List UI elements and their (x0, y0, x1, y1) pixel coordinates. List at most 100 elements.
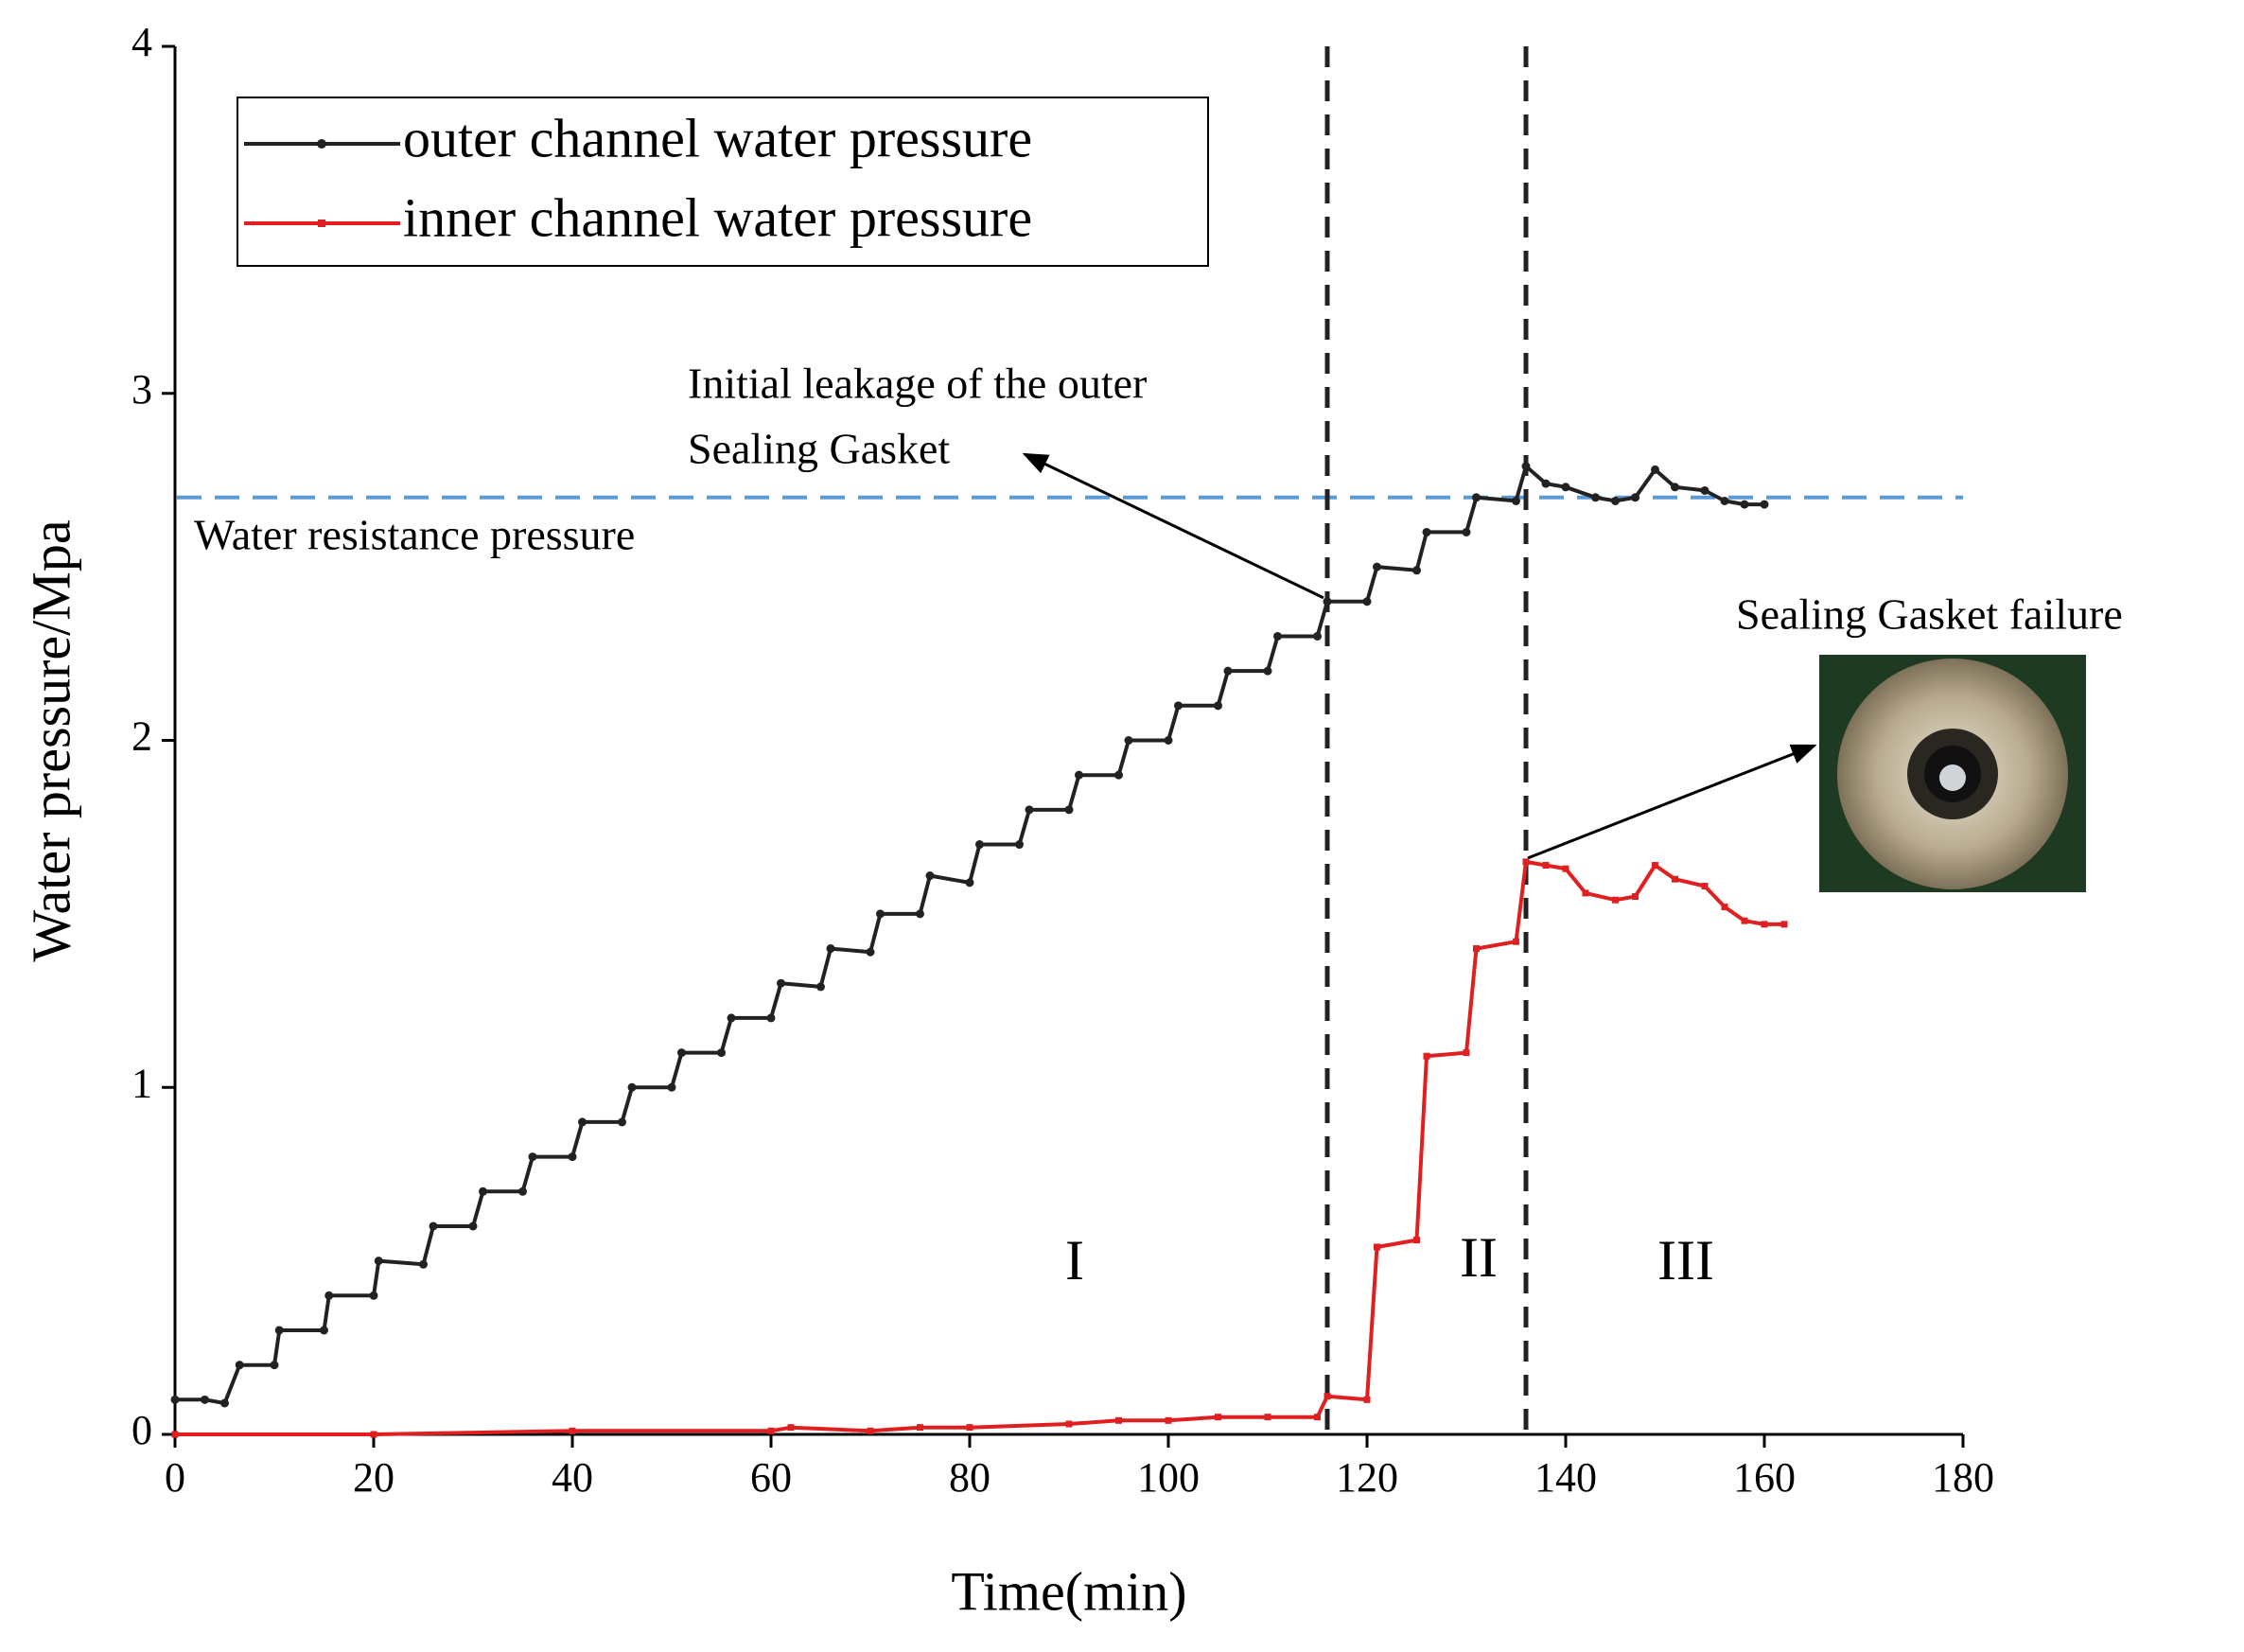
annotation-arrow (1022, 452, 1324, 600)
legend-marker (317, 139, 326, 149)
data-point (787, 1424, 795, 1432)
data-point (717, 1048, 726, 1058)
data-point (324, 1291, 334, 1300)
data-point (1114, 770, 1123, 780)
y-tick-label: 3 (131, 366, 152, 413)
data-point (1591, 493, 1600, 502)
x-tick-label: 120 (1336, 1454, 1398, 1501)
data-point (1740, 500, 1749, 509)
x-tick-label: 20 (353, 1454, 394, 1501)
data-point (1632, 893, 1639, 901)
region-label: III (1657, 1229, 1714, 1292)
data-point (1542, 862, 1550, 870)
data-point (667, 1082, 676, 1092)
data-point (468, 1221, 478, 1231)
region-label: II (1460, 1226, 1498, 1289)
data-point (1741, 917, 1748, 924)
y-tick-label: 2 (131, 713, 152, 760)
data-point (925, 871, 935, 881)
data-point (1025, 805, 1034, 815)
data-point (618, 1117, 626, 1127)
data-point (627, 1082, 637, 1092)
data-point (1780, 921, 1788, 928)
data-point (1671, 483, 1679, 492)
legend-label: inner channel water pressure (403, 186, 1032, 248)
data-point (1720, 496, 1729, 505)
data-point (369, 1291, 378, 1300)
legend-label: outer channel water pressure (403, 107, 1032, 168)
data-point (1214, 701, 1222, 711)
data-point (569, 1427, 576, 1434)
data-point (1374, 1243, 1380, 1251)
data-point (1672, 875, 1678, 883)
data-point (1612, 896, 1619, 904)
data-point (370, 1431, 377, 1438)
data-point (1165, 1416, 1172, 1424)
annotation-arrow (1527, 744, 1817, 860)
data-point (419, 1259, 428, 1269)
data-point (1075, 770, 1083, 780)
data-point (975, 840, 984, 850)
x-tick-label: 180 (1932, 1454, 1994, 1501)
data-point (876, 909, 885, 919)
data-point (1314, 1414, 1321, 1421)
data-point (170, 1395, 180, 1404)
data-point (916, 909, 924, 919)
data-point (1164, 736, 1173, 745)
legend-marker (318, 220, 325, 227)
data-point (1463, 1049, 1470, 1057)
data-point (867, 1427, 874, 1434)
data-point (235, 1361, 244, 1370)
data-point (1065, 1420, 1073, 1428)
data-point (1473, 945, 1480, 953)
data-point (1522, 858, 1530, 866)
data-point (320, 1326, 328, 1335)
data-point (767, 1427, 775, 1434)
data-point (171, 1431, 179, 1438)
y-axis-title: Water pressure/Mpa (20, 519, 81, 961)
data-point (1124, 736, 1133, 745)
data-point (1324, 1393, 1331, 1400)
data-point (727, 1013, 736, 1023)
data-point (1064, 805, 1074, 815)
data-point (1015, 840, 1024, 850)
annotation: Sealing Gasket failure (1736, 590, 2123, 639)
x-tick-label: 0 (165, 1454, 185, 1501)
data-point (1562, 865, 1569, 872)
gasket-photo (1819, 655, 2086, 892)
data-point (1323, 597, 1332, 606)
series (171, 858, 1788, 1438)
data-point (1373, 562, 1381, 571)
data-point (518, 1186, 527, 1196)
data-point (1313, 631, 1322, 641)
x-tick-label: 60 (750, 1454, 792, 1501)
data-point (1513, 938, 1519, 945)
data-point (1631, 493, 1639, 502)
data-point (568, 1152, 577, 1162)
data-point (677, 1048, 686, 1058)
data-point (1512, 496, 1520, 505)
annotation: Initial leakage of the outer (688, 360, 1147, 408)
data-point (1264, 1414, 1271, 1421)
y-tick-label: 1 (131, 1060, 152, 1106)
data-point (1561, 483, 1570, 492)
x-tick-label: 100 (1137, 1454, 1200, 1501)
data-point (1582, 889, 1589, 897)
data-point (1761, 921, 1768, 928)
data-point (429, 1221, 438, 1231)
data-point (966, 1424, 973, 1432)
data-point (1412, 566, 1421, 575)
data-point (777, 978, 785, 988)
data-point (1423, 1052, 1430, 1060)
data-point (766, 1013, 776, 1023)
data-point (274, 1326, 284, 1335)
legend: outer channel water pressure inner channe… (237, 97, 1209, 267)
x-tick-label: 140 (1534, 1454, 1597, 1501)
data-point (1115, 1416, 1122, 1424)
data-point (201, 1395, 209, 1404)
data-point (1760, 500, 1769, 509)
series (170, 462, 1769, 1408)
data-point (1363, 1396, 1371, 1403)
data-point (917, 1424, 923, 1432)
